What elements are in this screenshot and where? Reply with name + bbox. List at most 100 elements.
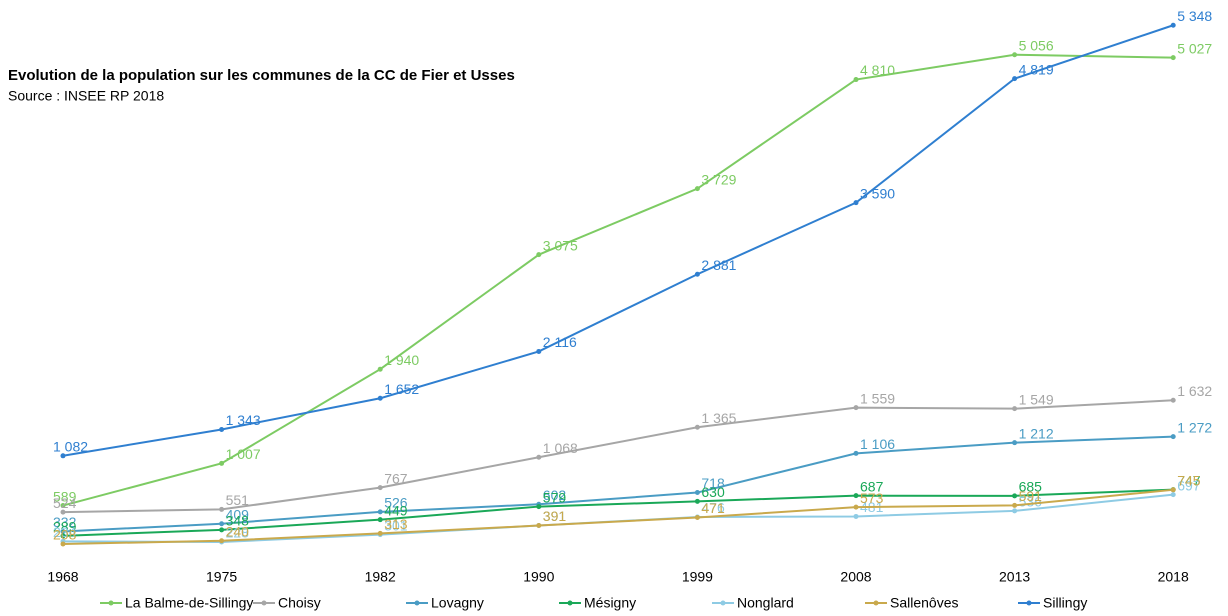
series-line (62, 435, 1174, 533)
data-label: 5 056 (1019, 37, 1054, 53)
series-line (62, 399, 1174, 514)
x-tick-label: 1968 (47, 569, 78, 585)
data-point (853, 504, 859, 510)
data-label: 4 819 (1019, 61, 1054, 77)
data-point (1170, 55, 1176, 61)
data-label: 630 (701, 484, 725, 500)
data-label: 1 272 (1177, 419, 1212, 435)
data-point (377, 517, 383, 523)
data-label: 2 116 (543, 334, 577, 350)
data-point (536, 252, 542, 258)
data-label: 228 (226, 525, 250, 541)
data-label: 4 810 (860, 62, 895, 78)
data-point (694, 514, 700, 520)
data-label: 767 (384, 470, 408, 486)
data-point (853, 200, 859, 206)
data-point (219, 460, 225, 466)
data-point (853, 513, 859, 519)
data-point (377, 509, 383, 515)
data-point (536, 454, 542, 460)
data-label: 449 (384, 502, 408, 518)
data-label: 1 652 (384, 381, 419, 397)
data-label: 471 (701, 500, 725, 516)
legend-label: Sallenôves (890, 595, 959, 611)
data-label: 718 (701, 475, 725, 491)
data-label: 409 (226, 506, 250, 522)
data-label: 476 (701, 500, 725, 516)
x-tick-label: 1990 (523, 569, 554, 585)
legend-marker (414, 600, 420, 606)
data-label: 745 (1177, 473, 1201, 489)
data-label: 591 (1019, 488, 1043, 504)
data-label: 240 (226, 523, 250, 539)
data-label: 1 343 (226, 412, 261, 428)
data-label: 1 082 (53, 439, 88, 455)
legend-label: Choisy (278, 595, 321, 611)
data-label: 313 (384, 516, 408, 532)
legend-marker (873, 600, 879, 606)
legend-marker (261, 600, 267, 606)
data-point (377, 530, 383, 536)
legend-marker (1026, 600, 1032, 606)
series-line (62, 488, 1174, 546)
legend-label: Mésigny (584, 595, 636, 611)
data-point (1012, 493, 1018, 499)
legend-label: Nonglard (737, 595, 794, 611)
data-point (1012, 508, 1018, 514)
data-point (1012, 406, 1018, 412)
x-tick-label: 1999 (682, 569, 713, 585)
data-label: 348 (226, 513, 250, 529)
series-line (62, 53, 1174, 507)
data-label: 1 212 (1019, 425, 1054, 441)
x-tick-label: 1982 (365, 569, 396, 585)
data-point (1012, 502, 1018, 508)
x-tick-label: 2018 (1158, 569, 1189, 585)
chart-subtitle: Source : INSEE RP 2018 (8, 88, 164, 104)
data-label: 602 (543, 487, 567, 503)
data-label: 685 (1019, 479, 1043, 495)
data-point (60, 453, 66, 459)
data-label: 747 (1177, 472, 1201, 488)
chart-title: Evolution de la population sur les commu… (8, 67, 515, 84)
data-label: 579 (543, 489, 567, 505)
data-label: 589 (53, 488, 77, 504)
data-label: 526 (384, 495, 408, 511)
data-point (694, 498, 700, 504)
data-point (694, 271, 700, 277)
data-point (377, 366, 383, 372)
data-point (219, 426, 225, 432)
data-label: 524 (53, 495, 77, 511)
data-point (219, 521, 225, 527)
data-point (60, 528, 66, 534)
data-point (1170, 22, 1176, 28)
legend-label: Sillingy (1043, 595, 1087, 611)
x-tick-label: 1975 (206, 569, 237, 585)
data-label: 289 (53, 519, 77, 535)
data-label: 1 632 (1177, 383, 1212, 399)
data-point (536, 348, 542, 354)
data-label: 573 (860, 490, 884, 506)
data-label: 5 348 (1177, 8, 1212, 24)
series-line (62, 488, 1174, 537)
data-label: 1 559 (860, 390, 895, 406)
data-point (1170, 397, 1176, 403)
data-label: 687 (860, 478, 884, 494)
data-label: 391 (543, 508, 567, 524)
data-label: 332 (53, 514, 77, 530)
data-label: 3 075 (543, 237, 578, 253)
series-line (62, 24, 1174, 457)
data-point (853, 450, 859, 456)
data-point (60, 533, 66, 539)
data-label: 1 068 (543, 440, 578, 456)
data-point (219, 538, 225, 544)
data-label: 301 (384, 517, 408, 533)
data-point (1012, 76, 1018, 82)
data-label: 1 007 (226, 446, 261, 462)
x-tick-label: 2008 (840, 569, 871, 585)
data-point (219, 527, 225, 533)
data-label: 208 (53, 527, 77, 543)
data-point (60, 509, 66, 515)
data-point (60, 503, 66, 509)
data-point (853, 493, 859, 499)
